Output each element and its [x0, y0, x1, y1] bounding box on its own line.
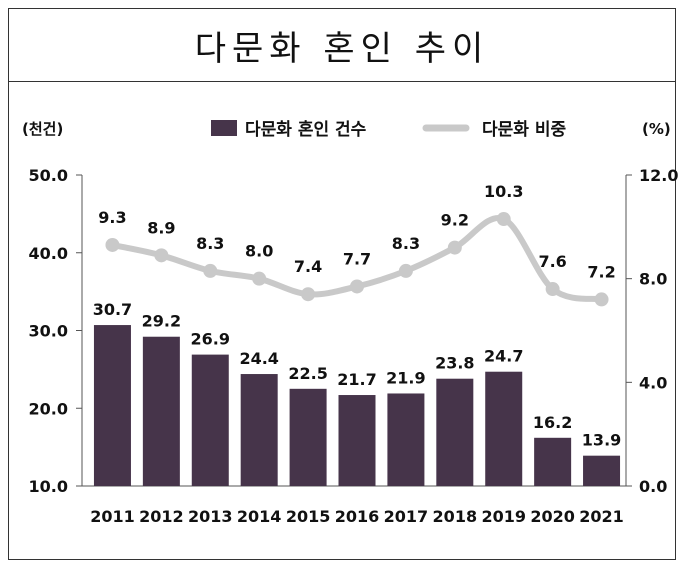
bar — [93, 325, 131, 486]
legend-bar-label: 다문화 혼인 건수 — [245, 119, 367, 140]
share-point — [350, 279, 364, 294]
bar-value-label: 23.8 — [435, 354, 474, 373]
x-tick-label: 2012 — [139, 507, 184, 526]
bar — [583, 455, 621, 486]
bar — [485, 371, 523, 486]
share-value-label: 7.2 — [587, 262, 615, 281]
bar-value-label: 16.2 — [533, 413, 572, 432]
share-point — [105, 237, 120, 252]
bar — [387, 393, 425, 486]
x-tick-label: 2013 — [188, 507, 233, 526]
bar — [240, 374, 278, 486]
x-tick-label: 2014 — [237, 507, 282, 526]
title-bar: 다문화 혼인 추이 — [9, 9, 675, 82]
share-point — [496, 212, 511, 227]
share-value-label: 8.3 — [196, 234, 224, 253]
bar-value-label: 22.5 — [288, 364, 327, 383]
left-tick-label: 20.0 — [29, 399, 68, 418]
left-axis-unit: (천건) — [22, 120, 63, 138]
share-value-label: 10.3 — [484, 182, 523, 201]
bar — [436, 378, 474, 486]
left-tick-label: 30.0 — [29, 322, 68, 341]
share-point — [545, 282, 560, 297]
left-tick-label: 50.0 — [29, 166, 68, 185]
x-tick-label: 2018 — [433, 507, 478, 526]
bar — [289, 388, 327, 486]
bar-value-label: 21.7 — [337, 370, 376, 389]
bar-value-label: 26.9 — [191, 330, 230, 349]
share-point — [154, 248, 169, 263]
share-point — [447, 240, 462, 255]
x-tick-label: 2021 — [579, 507, 624, 526]
share-point — [203, 263, 218, 278]
share-value-label: 8.9 — [147, 218, 175, 237]
x-tick-label: 2019 — [481, 507, 526, 526]
bar — [534, 437, 572, 486]
x-tick-label: 2016 — [335, 507, 380, 526]
share-value-label: 7.7 — [343, 249, 371, 268]
share-point — [594, 292, 609, 307]
legend-bar-swatch — [211, 120, 237, 136]
x-tick-label: 2020 — [530, 507, 575, 526]
x-tick-label: 2015 — [286, 507, 331, 526]
share-value-label: 8.0 — [245, 242, 273, 261]
bar — [338, 395, 376, 486]
x-tick-label: 2011 — [90, 507, 135, 526]
right-tick-label: 4.0 — [639, 373, 667, 392]
right-tick-label: 12.0 — [639, 166, 678, 185]
left-tick-label: 10.0 — [29, 477, 68, 496]
left-tick-label: 40.0 — [29, 244, 68, 263]
x-tick-label: 2017 — [384, 507, 429, 526]
share-value-label: 9.2 — [441, 211, 469, 230]
bar — [191, 354, 229, 486]
bar-value-label: 21.9 — [386, 368, 425, 387]
bar-value-label: 13.9 — [582, 431, 621, 450]
right-tick-label: 0.0 — [639, 477, 667, 496]
right-axis-unit: (%) — [642, 120, 671, 138]
share-point — [252, 271, 267, 286]
share-point — [301, 287, 316, 302]
chart-title: 다문화 혼인 추이 — [194, 28, 490, 69]
right-tick-label: 8.0 — [639, 270, 667, 289]
bar — [142, 336, 180, 486]
bar-value-label: 24.4 — [239, 349, 278, 368]
share-value-label: 9.3 — [98, 208, 126, 227]
bar-value-label: 29.2 — [142, 312, 181, 331]
share-value-label: 7.4 — [294, 257, 322, 276]
bar-value-label: 24.7 — [484, 347, 523, 366]
share-value-label: 8.3 — [392, 234, 420, 253]
bar-value-label: 30.7 — [93, 300, 132, 319]
legend-line-label: 다문화 비중 — [482, 120, 566, 140]
share-value-label: 7.6 — [538, 252, 566, 271]
share-point — [398, 263, 413, 278]
